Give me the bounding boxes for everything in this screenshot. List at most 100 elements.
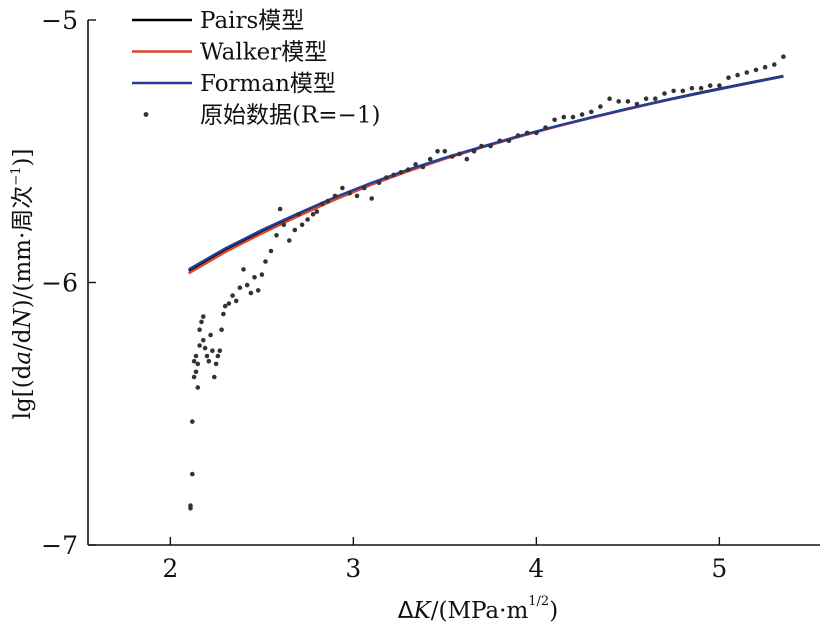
data-point <box>188 503 193 508</box>
data-point <box>296 212 301 217</box>
data-point <box>230 293 235 298</box>
data-point <box>598 104 603 109</box>
data-point <box>305 217 310 222</box>
data-point <box>222 303 228 309</box>
data-point <box>215 353 221 359</box>
data-point <box>369 196 375 201</box>
data-point <box>274 233 279 238</box>
data-point <box>252 275 257 280</box>
data-point <box>488 143 493 149</box>
x-tick-label: 5 <box>711 554 727 583</box>
data-point <box>561 114 567 120</box>
data-point <box>707 83 713 88</box>
data-point <box>384 175 389 180</box>
data-point <box>435 149 440 154</box>
data-point <box>391 172 396 178</box>
data-point <box>781 54 786 59</box>
data-point <box>319 201 325 207</box>
y-tick-label: −5 <box>41 6 78 35</box>
data-point <box>325 198 331 204</box>
x-tick-label: 2 <box>162 554 178 583</box>
data-point <box>427 156 433 162</box>
data-point <box>680 88 686 94</box>
data-point <box>195 385 201 390</box>
data-point <box>753 67 759 73</box>
data-point <box>241 267 246 272</box>
y-tick-label: −6 <box>41 269 78 298</box>
axes <box>87 20 820 546</box>
legend-swatch-3 <box>143 112 149 117</box>
legend-label-1: Walker模型 <box>200 40 327 66</box>
data-point <box>543 125 548 130</box>
data-point <box>233 298 239 304</box>
data-point <box>199 319 204 325</box>
data-point <box>662 91 667 96</box>
data-point <box>268 248 274 254</box>
data-point <box>221 311 226 317</box>
data-point <box>464 156 470 162</box>
data-point <box>506 138 512 144</box>
data-point <box>206 358 212 364</box>
data-point <box>210 348 215 354</box>
data-point <box>398 170 404 175</box>
data-point <box>191 374 197 380</box>
data-point <box>376 180 382 186</box>
data-point <box>625 99 631 104</box>
data-point <box>208 332 213 338</box>
data-point <box>744 70 750 75</box>
data-point <box>689 85 695 91</box>
data-point <box>259 272 265 277</box>
data-point <box>471 149 477 154</box>
data-point <box>193 369 199 375</box>
data-point <box>195 361 201 367</box>
data-point <box>442 149 448 154</box>
data-point <box>237 285 243 291</box>
data-point <box>226 301 232 306</box>
data-point <box>616 99 621 104</box>
data-point <box>405 167 411 172</box>
data-point <box>420 164 426 170</box>
data-point <box>347 191 353 196</box>
data-point <box>570 114 576 120</box>
data-point <box>607 96 612 101</box>
data-point <box>191 358 197 364</box>
data-point <box>479 143 484 149</box>
data-point <box>524 130 530 136</box>
data-point <box>197 343 202 348</box>
data-point <box>579 112 585 117</box>
data-point <box>244 282 250 288</box>
y-tick-label: −7 <box>41 531 78 560</box>
data-point <box>671 88 676 94</box>
data-point <box>534 130 539 136</box>
legend-label-0: Pairs模型 <box>200 8 304 34</box>
data-point <box>413 162 418 167</box>
data-point <box>287 238 292 243</box>
data-point <box>292 227 298 233</box>
data-point <box>217 348 223 354</box>
data-point <box>634 101 640 107</box>
data-point <box>735 72 740 78</box>
data-point <box>340 185 345 191</box>
data-point <box>201 314 206 319</box>
data-point <box>190 471 195 477</box>
data-point <box>310 212 316 217</box>
ticks: 2 3 4 5 −5 −6 −7 <box>41 6 727 583</box>
data-point <box>204 353 210 359</box>
data-point <box>190 419 195 424</box>
data-point <box>299 222 305 228</box>
data-point <box>698 85 704 91</box>
data-point <box>552 117 557 123</box>
data-point <box>515 133 521 138</box>
data-point <box>362 185 367 191</box>
data-point <box>212 374 217 380</box>
data-point <box>314 209 320 214</box>
data-point <box>263 259 268 264</box>
data-point <box>213 361 219 367</box>
data-point <box>762 64 768 70</box>
data-point <box>449 154 455 159</box>
legend-label-3: 原始数据(R=−1) <box>200 103 380 129</box>
y-axis-label: lg[(da/dN)/(mm·周次−1)] <box>9 149 36 420</box>
data-point <box>717 83 722 88</box>
